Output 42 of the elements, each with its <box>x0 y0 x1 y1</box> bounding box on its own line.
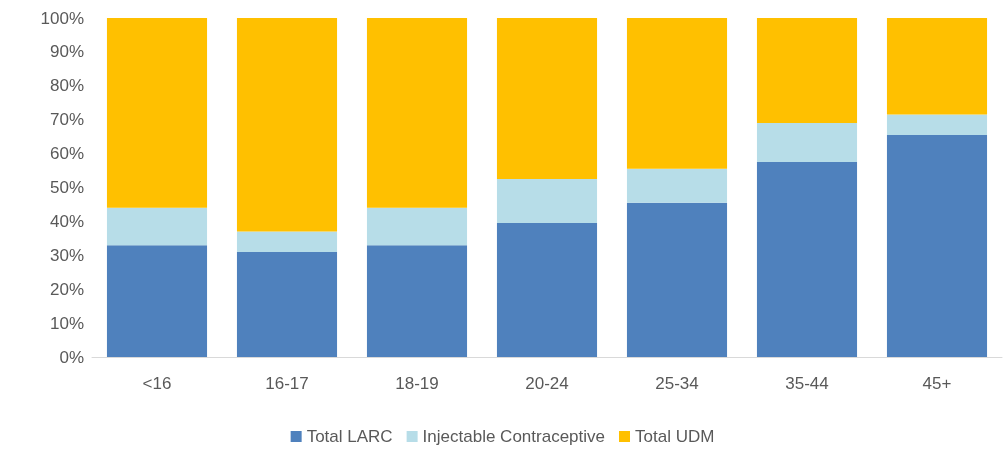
bar <box>886 18 988 115</box>
legend-label: Total LARC <box>306 427 393 446</box>
y-tick-label: 30% <box>49 245 84 265</box>
y-tick-label: 70% <box>49 110 84 130</box>
y-tick-label: 0% <box>59 347 84 367</box>
bar <box>236 231 338 252</box>
bar <box>106 245 208 357</box>
y-tick-label: 60% <box>49 144 84 164</box>
bar <box>756 18 858 124</box>
bar <box>626 168 728 203</box>
legend-label: Total UDM <box>635 427 715 446</box>
bar <box>106 18 208 208</box>
x-tick-label: 18-19 <box>395 374 439 393</box>
x-tick-label: 35-44 <box>785 374 829 393</box>
y-tick-label: 90% <box>49 42 84 62</box>
bar <box>756 162 858 357</box>
bar <box>626 202 728 357</box>
y-tick-label: 100% <box>40 8 84 28</box>
bar <box>756 123 858 163</box>
bar <box>626 18 728 169</box>
x-tick-label: 45+ <box>922 374 952 393</box>
bar <box>106 207 208 246</box>
bar <box>236 251 338 357</box>
y-tick-label: 20% <box>49 279 84 299</box>
y-tick-label: 80% <box>49 76 84 96</box>
bar <box>366 207 468 246</box>
y-tick-label: 10% <box>49 313 84 333</box>
x-tick-label: <16 <box>142 374 172 393</box>
bar <box>496 223 598 357</box>
bar <box>366 245 468 357</box>
bar <box>886 114 988 135</box>
bar <box>496 179 598 224</box>
y-tick-label: 40% <box>49 211 84 231</box>
bar <box>236 18 338 232</box>
x-tick-label: 16-17 <box>265 374 309 393</box>
bar <box>886 134 988 357</box>
bar <box>496 18 598 180</box>
y-tick-label: 50% <box>49 178 84 197</box>
bar <box>366 18 468 208</box>
x-tick-label: 20-24 <box>525 374 569 393</box>
legend-label: Injectable Contraceptive <box>422 427 606 446</box>
x-tick-label: 25-34 <box>655 374 699 393</box>
